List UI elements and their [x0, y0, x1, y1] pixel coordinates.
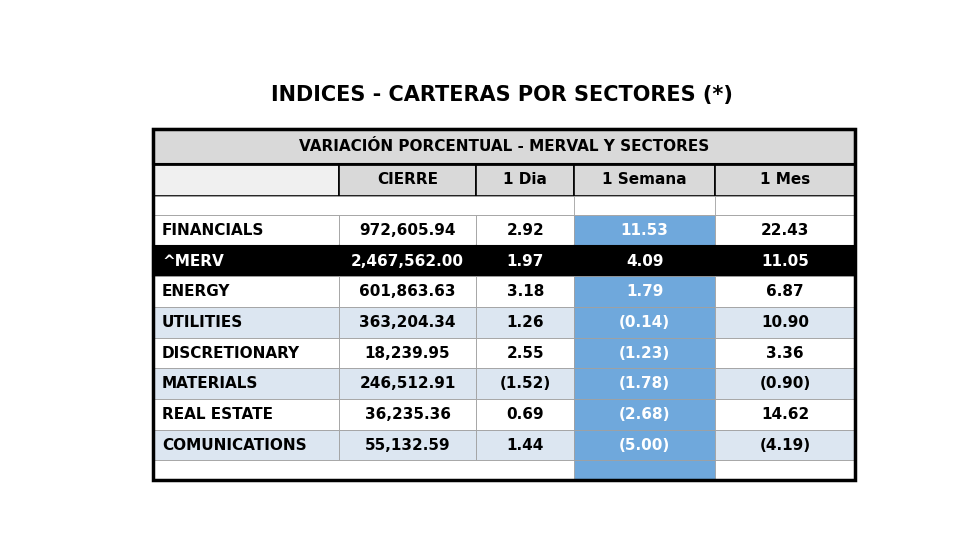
Bar	[715, 338, 856, 369]
Bar	[574, 460, 715, 480]
Bar	[153, 246, 339, 276]
Text: (1.78): (1.78)	[619, 376, 670, 391]
Bar	[153, 369, 339, 399]
Text: 11.05: 11.05	[761, 254, 809, 269]
Text: (4.19): (4.19)	[760, 438, 810, 453]
Text: (1.52): (1.52)	[500, 376, 551, 391]
Bar	[574, 338, 715, 369]
Bar	[476, 430, 574, 460]
Text: 1.79: 1.79	[626, 284, 663, 299]
Bar	[574, 307, 715, 338]
Bar	[153, 215, 339, 246]
Bar	[574, 246, 715, 276]
Text: 2.55: 2.55	[507, 346, 544, 361]
Text: (0.14): (0.14)	[619, 315, 670, 330]
Bar	[574, 430, 715, 460]
Text: 3.18: 3.18	[507, 284, 544, 299]
Bar	[153, 164, 339, 196]
Text: INDICES - CARTERAS POR SECTORES (*): INDICES - CARTERAS POR SECTORES (*)	[271, 85, 733, 105]
Text: MATERIALS: MATERIALS	[162, 376, 259, 391]
Text: (1.23): (1.23)	[619, 346, 670, 361]
Bar	[339, 338, 476, 369]
Text: 0.69: 0.69	[507, 407, 544, 422]
Bar	[574, 215, 715, 246]
Bar	[339, 399, 476, 430]
Bar	[574, 164, 715, 196]
Text: 1 Semana: 1 Semana	[603, 172, 687, 187]
Text: UTILITIES: UTILITIES	[162, 315, 243, 330]
Text: VARIACIÓN PORCENTUAL - MERVAL Y SECTORES: VARIACIÓN PORCENTUAL - MERVAL Y SECTORES	[299, 139, 710, 154]
Bar	[715, 215, 856, 246]
Text: 22.43: 22.43	[761, 223, 809, 238]
Bar	[339, 246, 476, 276]
Bar	[339, 164, 476, 196]
Bar	[153, 338, 339, 369]
Bar	[574, 276, 715, 307]
Bar	[715, 276, 856, 307]
Bar	[153, 460, 856, 480]
Text: 18,239.95: 18,239.95	[365, 346, 451, 361]
Bar	[476, 164, 574, 196]
Bar	[574, 399, 715, 430]
Bar	[339, 307, 476, 338]
Text: 1.97: 1.97	[507, 254, 544, 269]
Text: 1.26: 1.26	[507, 315, 544, 330]
Text: 1 Mes: 1 Mes	[760, 172, 810, 187]
Text: 1.44: 1.44	[507, 438, 544, 453]
Bar	[153, 276, 339, 307]
Text: 2.92: 2.92	[507, 223, 544, 238]
Bar	[153, 307, 339, 338]
Text: DISCRETIONARY: DISCRETIONARY	[162, 346, 300, 361]
Text: 1 Dia: 1 Dia	[504, 172, 547, 187]
Text: REAL ESTATE: REAL ESTATE	[162, 407, 273, 422]
Text: (2.68): (2.68)	[619, 407, 670, 422]
Text: ENERGY: ENERGY	[162, 284, 230, 299]
Bar	[339, 369, 476, 399]
Text: (0.90): (0.90)	[760, 376, 810, 391]
Bar	[476, 338, 574, 369]
Bar	[339, 276, 476, 307]
Text: 601,863.63: 601,863.63	[360, 284, 456, 299]
Bar	[715, 369, 856, 399]
Bar	[476, 369, 574, 399]
Text: 4.09: 4.09	[626, 254, 663, 269]
Text: 55,132.59: 55,132.59	[365, 438, 451, 453]
Bar	[574, 196, 715, 215]
Text: FINANCIALS: FINANCIALS	[162, 223, 265, 238]
Bar	[715, 430, 856, 460]
Bar	[339, 430, 476, 460]
Bar	[476, 307, 574, 338]
Bar	[153, 129, 856, 480]
Text: ^MERV: ^MERV	[162, 254, 223, 269]
Bar	[715, 307, 856, 338]
Text: 2,467,562.00: 2,467,562.00	[351, 254, 465, 269]
Text: 36,235.36: 36,235.36	[365, 407, 451, 422]
Text: 10.90: 10.90	[761, 315, 809, 330]
Bar	[715, 164, 856, 196]
Bar	[153, 430, 339, 460]
Bar	[339, 215, 476, 246]
Text: CIERRE: CIERRE	[377, 172, 438, 187]
Text: 972,605.94: 972,605.94	[360, 223, 456, 238]
Text: (5.00): (5.00)	[619, 438, 670, 453]
Text: 14.62: 14.62	[761, 407, 809, 422]
Text: 3.36: 3.36	[766, 346, 804, 361]
Text: 363,204.34: 363,204.34	[360, 315, 456, 330]
Text: 11.53: 11.53	[620, 223, 668, 238]
Bar	[715, 399, 856, 430]
Bar	[476, 215, 574, 246]
Bar	[476, 276, 574, 307]
Text: 246,512.91: 246,512.91	[360, 376, 456, 391]
Bar	[153, 129, 856, 164]
Bar	[153, 196, 856, 215]
Bar	[153, 399, 339, 430]
Bar	[476, 399, 574, 430]
Text: COMUNICATIONS: COMUNICATIONS	[162, 438, 307, 453]
Bar	[715, 246, 856, 276]
Bar	[476, 246, 574, 276]
Text: 6.87: 6.87	[766, 284, 804, 299]
Bar	[574, 369, 715, 399]
